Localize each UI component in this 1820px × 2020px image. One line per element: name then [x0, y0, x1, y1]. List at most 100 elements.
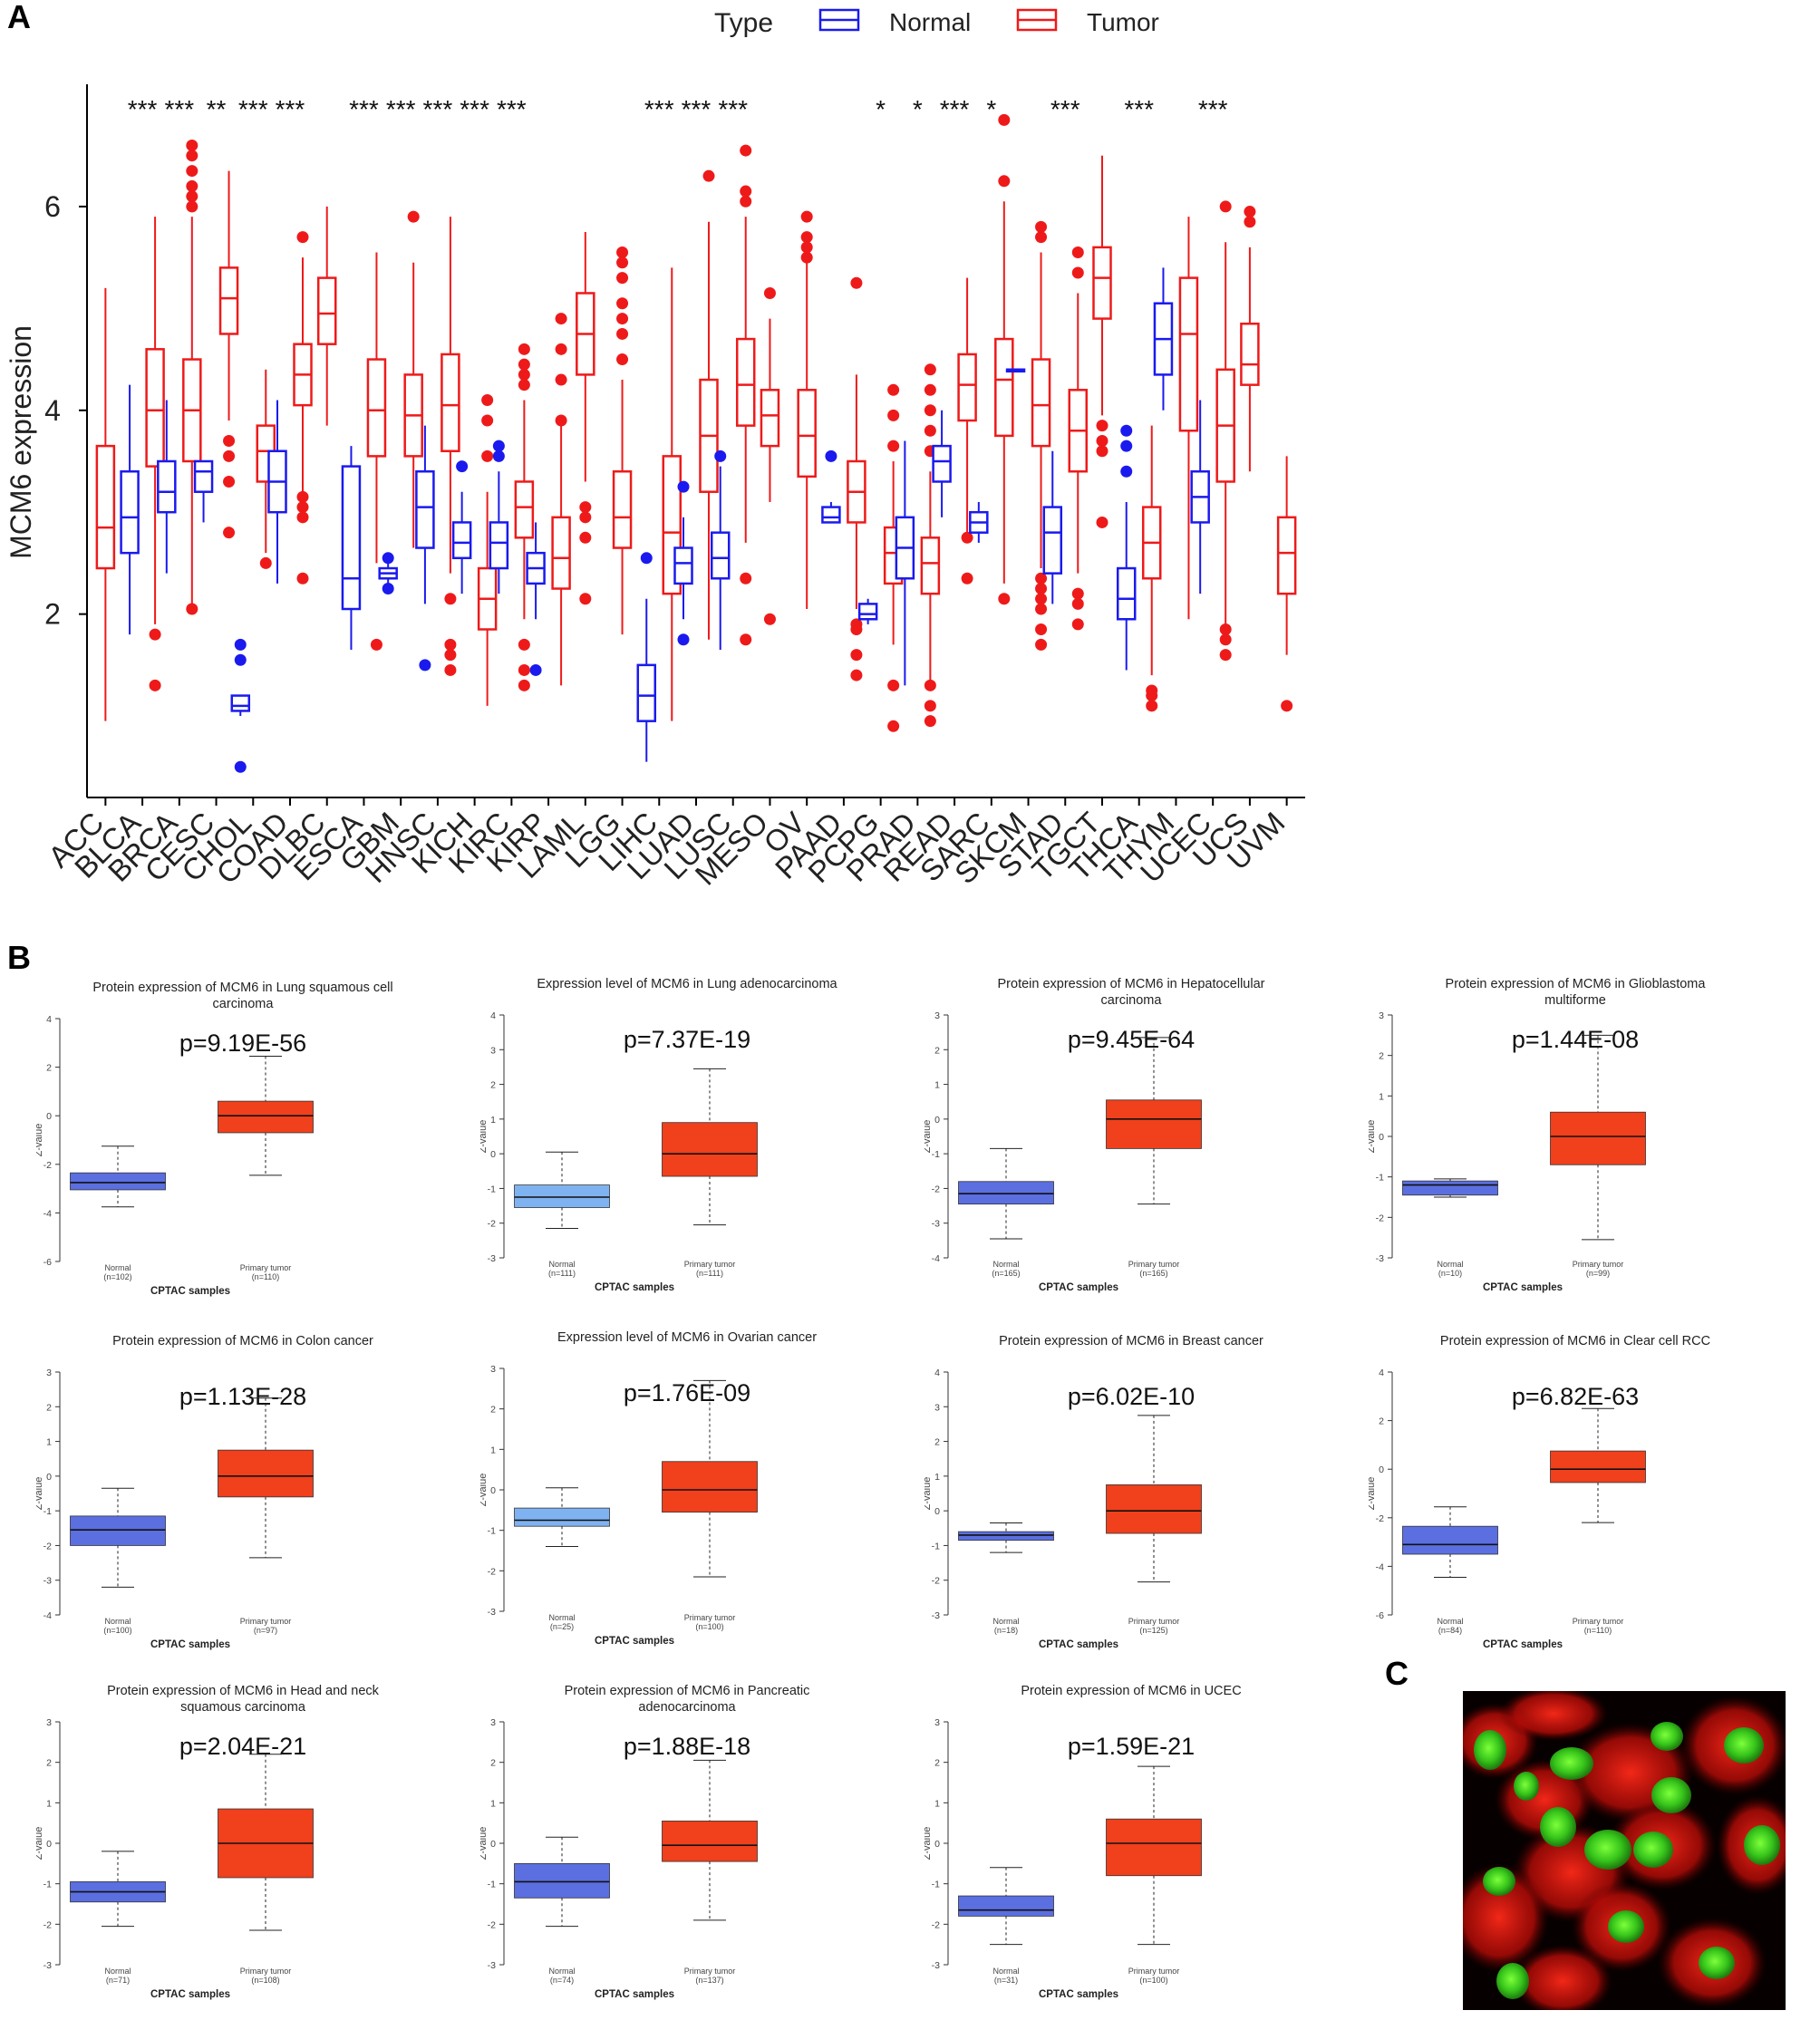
y-tick-label: 1 — [934, 1080, 940, 1091]
box-normal-pcpg — [857, 598, 878, 624]
group-n: (n=84) — [1438, 1626, 1462, 1635]
y-axis-label: Z-value — [36, 1124, 44, 1157]
y-tick-label: 4 — [46, 1014, 52, 1025]
box-tumor-luad — [699, 169, 719, 640]
outlier — [616, 272, 629, 285]
box-tumor-kirp — [551, 313, 571, 686]
group-n: (n=108) — [251, 1976, 279, 1985]
outlier — [579, 501, 592, 514]
p-value: p=1.59E-21 — [1068, 1733, 1195, 1760]
box-primary-tumor — [1106, 1765, 1202, 1946]
outlier — [800, 251, 813, 264]
box-primary-tumor — [662, 1379, 758, 1578]
y-tick-label: 1 — [490, 1445, 496, 1455]
y-tick-label: 4 — [44, 394, 61, 427]
box-primary-tumor — [1550, 1034, 1646, 1241]
box-normal — [1402, 1506, 1498, 1578]
outlier — [998, 593, 1011, 605]
y-axis-label: Z-value — [925, 1477, 933, 1511]
box-normal-kirp — [526, 522, 546, 676]
box-tumor-blca — [145, 217, 165, 691]
outlier — [924, 424, 936, 437]
outlier — [961, 531, 973, 544]
group-n: (n=74) — [550, 1976, 574, 1985]
outlier — [492, 440, 505, 452]
box-tumor-esca — [366, 252, 387, 651]
box-tumor-ov — [797, 210, 817, 610]
outlier — [702, 169, 715, 182]
y-tick-label: -2 — [932, 1184, 940, 1194]
y-tick-label: 1 — [934, 1798, 940, 1809]
outlier — [1096, 516, 1108, 528]
outlier — [677, 480, 690, 493]
outlier — [259, 556, 272, 569]
box — [1402, 1525, 1498, 1555]
significance-marker: * — [876, 95, 886, 123]
box-primary-tumor — [1106, 1415, 1202, 1583]
outlier — [186, 603, 198, 615]
y-tick-label: -3 — [44, 1960, 52, 1971]
group-label: Normal — [992, 1260, 1019, 1269]
outlier — [924, 679, 936, 691]
p-value: p=1.76E-09 — [624, 1379, 750, 1406]
box-normal — [70, 1145, 166, 1208]
box-normal — [958, 1147, 1054, 1240]
significance-marker: *** — [644, 95, 674, 123]
box — [1276, 516, 1297, 595]
outlier — [740, 144, 752, 157]
y-tick-label: 2 — [1379, 1416, 1384, 1427]
outlier — [740, 572, 752, 585]
y-axis-label: Z-value — [480, 1120, 489, 1154]
x-axis-label: CPTAC samples — [1039, 1989, 1118, 2000]
y-tick-label: -2 — [488, 1219, 496, 1230]
group-n: (n=99) — [1586, 1269, 1610, 1278]
box-normal-cesc — [193, 459, 214, 523]
group-n: (n=137) — [695, 1976, 723, 1985]
outlier — [763, 613, 776, 625]
box-primary-tumor — [1106, 1037, 1202, 1205]
y-axis-label: Z-value — [36, 1827, 44, 1861]
significance-marker: *** — [1050, 95, 1080, 123]
significance-marker: * — [913, 95, 923, 123]
y-tick-label: 2 — [934, 1437, 940, 1448]
cptac-svg: Expression level of MCM6 in Ovarian canc… — [478, 1330, 817, 1647]
box-normal-gbm — [378, 552, 398, 595]
box-tumor-cesc — [218, 170, 239, 539]
group-n: (n=100) — [1139, 1976, 1167, 1985]
box-tumor-coad — [293, 231, 313, 585]
outlier — [555, 343, 567, 355]
outlier — [518, 638, 530, 651]
group-label: Normal — [992, 1967, 1019, 1976]
box — [1402, 1180, 1498, 1196]
box-normal-chol — [230, 638, 251, 773]
box-normal-sarc — [969, 501, 989, 543]
outlier — [924, 700, 936, 712]
chart-title: Protein expression of MCM6 in Glioblasto… — [1446, 977, 1707, 991]
outlier — [234, 760, 247, 773]
y-tick-label: -1 — [1376, 1173, 1384, 1184]
box — [662, 1461, 758, 1513]
box-tumor-meso — [760, 286, 780, 625]
group-label: Primary tumor — [1128, 1260, 1180, 1269]
y-tick-label: 3 — [934, 1010, 940, 1021]
y-tick-label: -2 — [1376, 1213, 1384, 1223]
cptac-chart-ovarian: Expression level of MCM6 in Ovarian canc… — [478, 1329, 915, 1662]
cptac-chart-ucec: Protein expression of MCM6 in UCEC p=1.59… — [922, 1682, 1360, 2015]
outlier — [677, 633, 690, 646]
y-axis-label: Z-value — [1369, 1477, 1377, 1511]
y-tick-label: -4 — [932, 1253, 940, 1264]
y-tick-label: 0 — [490, 1485, 496, 1496]
outlier — [1244, 206, 1256, 218]
chart-title: Expression level of MCM6 in Lung adenoca… — [537, 977, 837, 991]
box — [1178, 276, 1199, 432]
box — [662, 1122, 758, 1177]
box-normal-lihc — [636, 552, 657, 762]
p-value: p=2.04E-21 — [179, 1733, 306, 1760]
y-tick-label: 0 — [46, 1111, 52, 1122]
outlier — [1281, 700, 1293, 712]
outlier — [800, 241, 813, 254]
y-tick-label: 0 — [934, 1115, 940, 1126]
box — [1106, 1484, 1202, 1534]
outlier — [234, 638, 247, 651]
outlier — [714, 449, 727, 462]
